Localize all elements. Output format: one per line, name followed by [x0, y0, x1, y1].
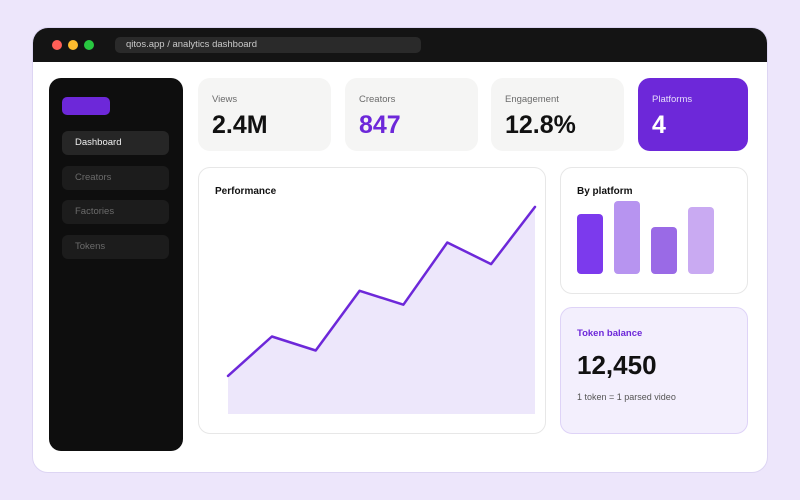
address-bar[interactable]: qitos.app / analytics dashboard — [115, 37, 421, 53]
performance-title: Performance — [215, 186, 277, 197]
stat-card-views: Views 2.4M — [198, 78, 331, 151]
platform-bar — [688, 207, 714, 274]
sidebar-item-factories[interactable]: Factories — [62, 200, 169, 224]
platform-bar-chart — [577, 201, 714, 274]
token-balance-title: Token balance — [577, 328, 643, 339]
stat-value: 4 — [652, 111, 666, 139]
platform-bar — [614, 201, 640, 274]
stat-label: Creators — [359, 94, 396, 105]
token-balance-note: 1 token = 1 parsed video — [577, 392, 676, 402]
performance-chart — [226, 205, 537, 414]
performance-area — [228, 206, 535, 414]
stat-card-platforms: Platforms 4 — [638, 78, 748, 151]
close-window-icon[interactable] — [52, 40, 62, 50]
performance-panel: Performance — [198, 167, 546, 434]
stat-card-engagement: Engagement 12.8% — [491, 78, 624, 151]
stat-value: 847 — [359, 111, 401, 139]
performance-line — [226, 205, 537, 378]
stat-value: 2.4M — [212, 111, 268, 139]
platform-bar — [577, 214, 603, 274]
maximize-window-icon[interactable] — [84, 40, 94, 50]
stat-label: Views — [212, 94, 238, 105]
sidebar: Dashboard Creators Factories Tokens — [49, 78, 183, 451]
stat-value: 12.8% — [505, 111, 576, 139]
browser-window: qitos.app / analytics dashboard Dashboar… — [32, 27, 768, 473]
platform-bar — [651, 227, 677, 274]
minimize-window-icon[interactable] — [68, 40, 78, 50]
logo[interactable] — [62, 97, 110, 115]
sidebar-item-tokens[interactable]: Tokens — [62, 235, 169, 259]
platform-panel: By platform — [560, 167, 748, 294]
sidebar-item-dashboard[interactable]: Dashboard — [62, 131, 169, 155]
stat-label: Platforms — [652, 94, 693, 105]
title-bar: qitos.app / analytics dashboard — [33, 28, 767, 62]
sidebar-item-creators[interactable]: Creators — [62, 166, 169, 190]
token-balance-panel: Token balance 12,450 1 token = 1 parsed … — [560, 307, 748, 434]
stat-card-creators: Creators 847 — [345, 78, 478, 151]
platform-title: By platform — [577, 186, 633, 197]
stat-label: Engagement — [505, 94, 559, 105]
token-balance-value: 12,450 — [577, 350, 657, 380]
